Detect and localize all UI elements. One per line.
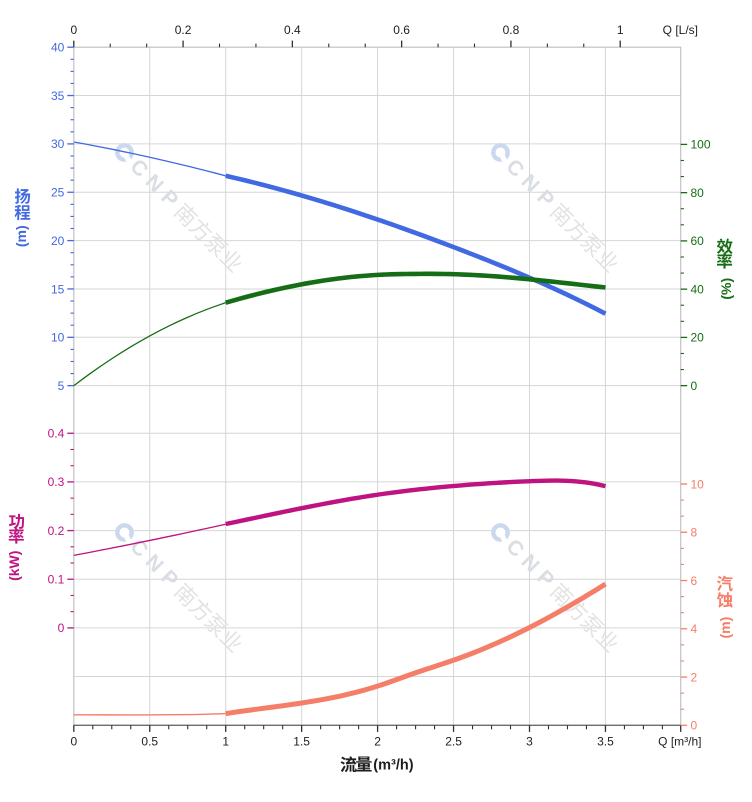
svg-text:0.8: 0.8 xyxy=(503,23,520,37)
svg-text:100: 100 xyxy=(691,138,711,152)
svg-text:0.4: 0.4 xyxy=(284,23,301,37)
svg-text:(m): (m) xyxy=(717,617,733,639)
svg-text:80: 80 xyxy=(691,186,705,200)
svg-text:(kW): (kW) xyxy=(6,551,22,581)
svg-text:(%): (%) xyxy=(718,278,734,300)
svg-text:Q [m³/h]: Q [m³/h] xyxy=(658,735,701,749)
svg-text:0: 0 xyxy=(58,621,65,635)
svg-text:8: 8 xyxy=(691,526,698,540)
svg-text:1: 1 xyxy=(222,735,229,749)
svg-text:15: 15 xyxy=(51,282,65,296)
svg-text:0.5: 0.5 xyxy=(141,735,158,749)
svg-text:0: 0 xyxy=(691,379,698,393)
svg-text:4: 4 xyxy=(691,622,698,636)
svg-text:25: 25 xyxy=(51,186,65,200)
svg-text:0.4: 0.4 xyxy=(48,427,65,441)
svg-text:0: 0 xyxy=(70,23,77,37)
svg-text:2.5: 2.5 xyxy=(445,735,462,749)
svg-text:40: 40 xyxy=(691,282,705,296)
svg-text:20: 20 xyxy=(51,234,65,248)
svg-text:6: 6 xyxy=(691,574,698,588)
svg-text:40: 40 xyxy=(51,41,65,55)
svg-text:10: 10 xyxy=(691,477,705,491)
svg-text:2: 2 xyxy=(691,670,698,684)
svg-text:1.5: 1.5 xyxy=(293,735,310,749)
svg-text:20: 20 xyxy=(691,331,705,345)
svg-text:10: 10 xyxy=(51,331,65,345)
svg-text:35: 35 xyxy=(51,89,65,103)
svg-text:(m³/h): (m³/h) xyxy=(373,757,413,773)
svg-text:30: 30 xyxy=(51,137,65,151)
svg-text:0: 0 xyxy=(691,719,698,733)
svg-text:0.2: 0.2 xyxy=(175,23,192,37)
svg-text:60: 60 xyxy=(691,234,705,248)
svg-text:0: 0 xyxy=(70,735,77,749)
svg-text:0.1: 0.1 xyxy=(48,573,65,587)
svg-text:Q [L/s]: Q [L/s] xyxy=(663,23,698,37)
svg-text:3.5: 3.5 xyxy=(597,735,614,749)
svg-text:(m): (m) xyxy=(13,225,29,247)
svg-text:0.3: 0.3 xyxy=(48,475,65,489)
svg-text:2: 2 xyxy=(374,735,381,749)
svg-text:0.2: 0.2 xyxy=(48,524,65,538)
svg-text:0.6: 0.6 xyxy=(393,23,410,37)
svg-text:1: 1 xyxy=(617,23,624,37)
svg-text:3: 3 xyxy=(526,735,533,749)
svg-text:5: 5 xyxy=(58,379,65,393)
